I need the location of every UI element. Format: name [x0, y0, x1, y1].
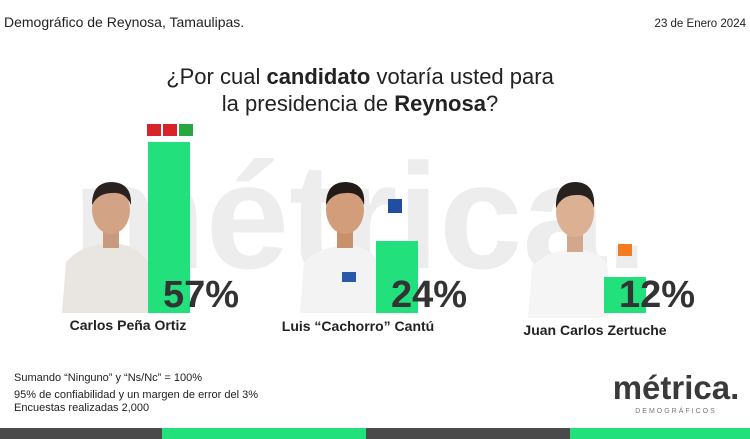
logo-tagline: DEMOGRÁFICOS [635, 406, 717, 415]
title-part: ¿Por cual [166, 64, 266, 89]
note: 95% de confiabilidad y un margen de erro… [14, 389, 258, 401]
bar [604, 277, 646, 313]
title-part: candidato [266, 64, 370, 89]
title-part: ? [486, 91, 498, 116]
photo [528, 182, 608, 318]
date: 23 de Enero 2024 [655, 18, 747, 30]
footer-band [366, 428, 570, 439]
value-label: 12% [619, 274, 695, 316]
footer-band [162, 428, 366, 439]
candidate-name: Luis “Cachorro” Cantú [282, 318, 434, 334]
note: Encuestas realizadas 2,000 [14, 402, 149, 414]
footer-band [0, 428, 162, 439]
value-label: 57% [163, 274, 239, 316]
title-line: la presidencia de Reynosa? [222, 91, 498, 116]
title-line: ¿Por cual candidato votaría usted para [166, 64, 554, 89]
title-part: votaría usted para [370, 64, 554, 89]
title-part: la presidencia de [222, 91, 394, 116]
title-part: Reynosa [394, 91, 486, 116]
party-logos [147, 124, 632, 256]
bar [376, 241, 418, 313]
candidate-name: Juan Carlos Zertuche [523, 322, 666, 338]
photo [300, 182, 378, 313]
logo: métrica. [613, 369, 740, 406]
value-label: 24% [391, 274, 467, 316]
source: Demográfico de Reynosa, Tamaulipas. [4, 14, 244, 30]
note: Sumando “Ninguno” y “Ns/Nc” = 100% [14, 372, 202, 384]
photo [62, 182, 150, 313]
footer-band [570, 428, 750, 439]
candidate-name: Carlos Peña Ortiz [70, 317, 187, 333]
bar [148, 142, 190, 313]
